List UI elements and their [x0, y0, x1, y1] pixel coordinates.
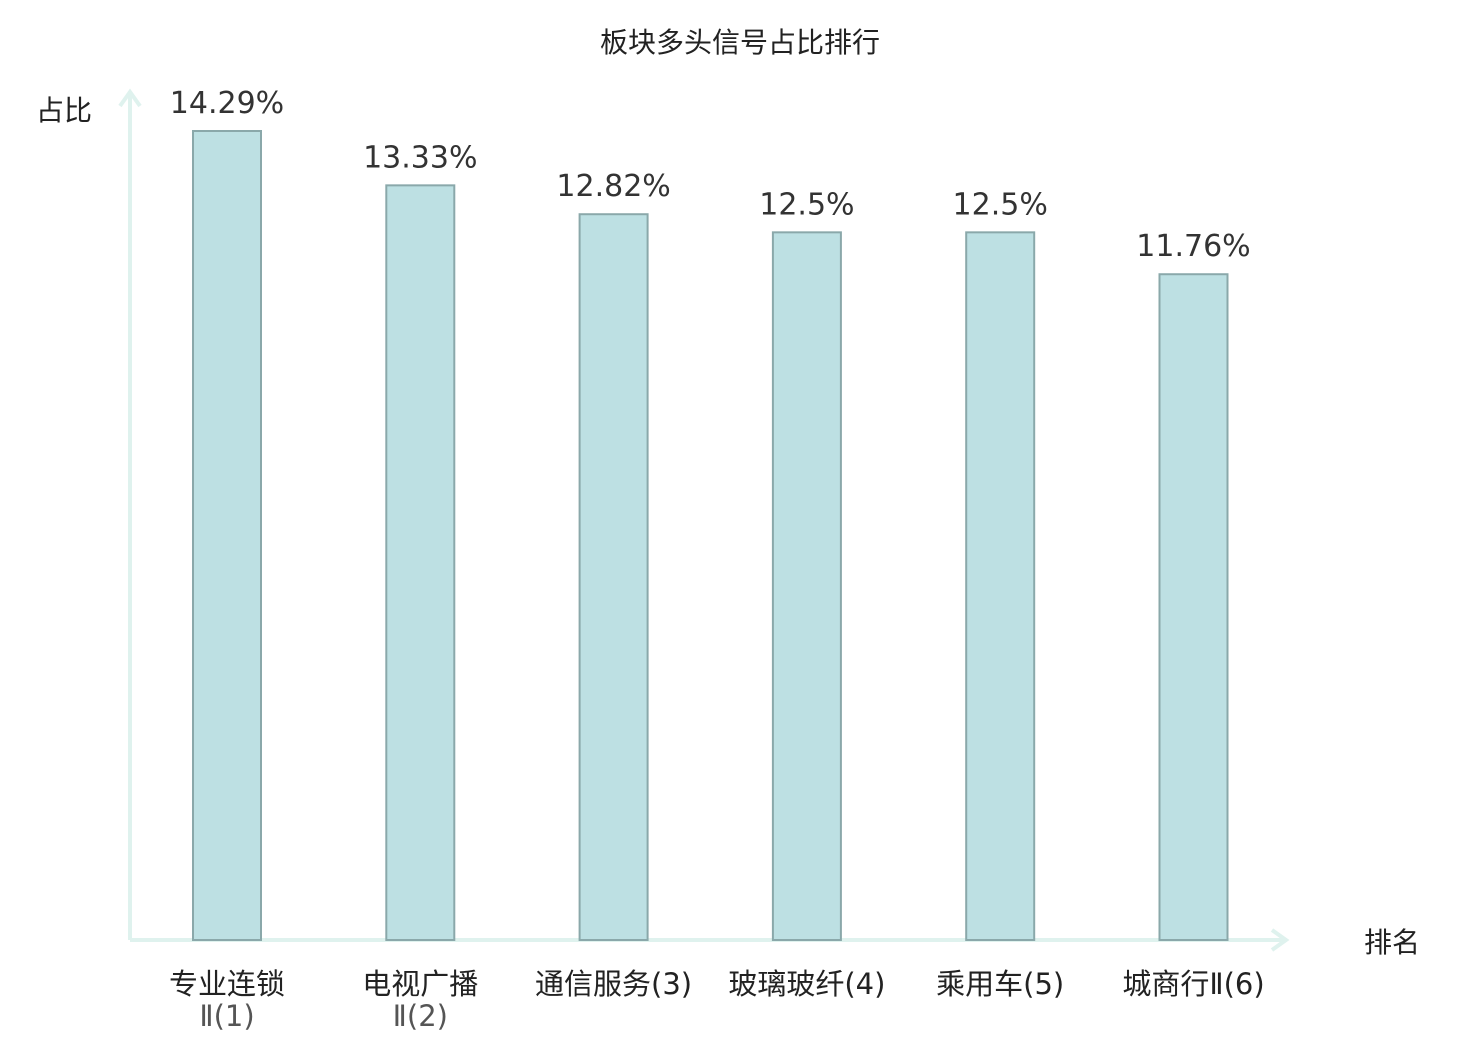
- x-axis-label: 排名: [1364, 926, 1420, 959]
- category-label-1: 专业连锁: [169, 967, 285, 1001]
- category-label-5: 乘用车(5): [936, 967, 1064, 1001]
- axes: [118, 88, 1290, 952]
- bar-2: [385, 184, 456, 941]
- value-label-4: 12.5%: [759, 187, 854, 222]
- value-label-2: 13.33%: [363, 140, 477, 175]
- value-label-1: 14.29%: [170, 86, 284, 121]
- value-labels-group: 14.29% 13.33% 12.82% 12.5% 12.5% 11.76%: [170, 86, 1251, 264]
- bar-6: [1158, 273, 1229, 941]
- bar-1: [192, 130, 262, 941]
- value-label-3: 12.82%: [556, 169, 670, 204]
- category-label-6: 城商行Ⅱ(6): [1122, 967, 1264, 1001]
- category-label-2: 电视广播: [362, 967, 478, 1001]
- category-label-1-line2: Ⅱ(1): [199, 999, 254, 1033]
- y-axis-arrow: [118, 88, 142, 108]
- bar-3: [578, 213, 649, 941]
- x-axis-arrow: [1270, 928, 1290, 952]
- bar-4: [771, 231, 842, 942]
- category-label-4: 玻璃玻纤(4): [728, 967, 885, 1001]
- value-label-5: 12.5%: [953, 187, 1048, 222]
- category-label-2-line2: Ⅱ(2): [393, 999, 448, 1033]
- category-label-3: 通信服务(3): [535, 967, 692, 1001]
- bar-5: [965, 231, 1036, 942]
- chart-title: 板块多头信号占比排行: [600, 26, 880, 59]
- y-axis-label: 占比: [36, 94, 92, 127]
- bars-group: [192, 130, 1229, 942]
- value-label-6: 11.76%: [1136, 229, 1250, 264]
